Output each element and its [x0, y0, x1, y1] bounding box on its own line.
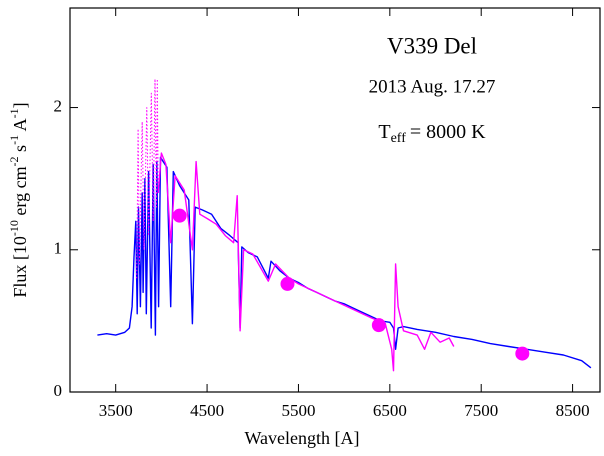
photometry-point: [280, 276, 295, 291]
photometry-point: [371, 318, 386, 333]
x-axis-label: Wavelength [A]: [244, 428, 359, 448]
x-tick-label: 6500: [373, 401, 407, 420]
y-label-part: erg cm: [10, 166, 30, 220]
photometry-point: [172, 208, 187, 223]
y-tick-label: 0: [54, 381, 63, 400]
spectrum-line: [157, 152, 455, 372]
annotation-star: V339 Del: [387, 33, 477, 58]
annotation-date: 2013 Aug. 17.27: [369, 76, 496, 97]
spectrum-line: [97, 156, 592, 369]
y-label-sup: -10: [7, 220, 21, 236]
x-tick-label: 5500: [281, 401, 315, 420]
x-tick-label: 3500: [99, 401, 133, 420]
photometry-point: [515, 346, 530, 361]
y-label-part: s: [10, 145, 30, 157]
y-axis-label: Flux [10-10 erg cm-2 s-1 A-1]: [7, 102, 30, 297]
x-tick-label: 8500: [556, 401, 590, 420]
y-label-sup: -2: [7, 156, 21, 166]
y-label-sup: -1: [7, 135, 21, 145]
plot-frame: [69, 7, 601, 393]
y-tick-label: 2: [54, 96, 63, 115]
teff-sub: eff: [391, 131, 407, 146]
x-tick-label: 7500: [464, 401, 498, 420]
teff-part: = 8000 K: [410, 121, 486, 143]
y-label-sup: -1: [7, 108, 21, 118]
annotation-teff: Teff = 8000 K: [378, 121, 486, 147]
y-tick-label: 1: [54, 239, 63, 258]
x-tick-label: 4500: [190, 401, 224, 420]
y-label-part: ]: [10, 102, 30, 108]
teff-part: T: [378, 121, 390, 143]
y-label-part: Flux [10: [10, 236, 30, 298]
y-label-part: A: [10, 118, 30, 135]
spectrum-line: [136, 78, 159, 279]
plot-area: [97, 78, 592, 372]
